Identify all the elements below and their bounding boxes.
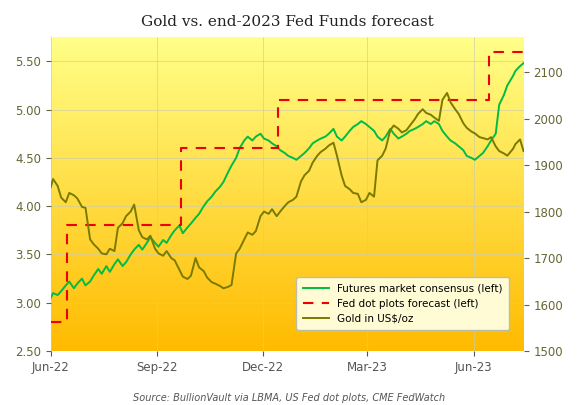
Text: Source: BullionVault via LBMA, US Fed dot plots, CME FedWatch: Source: BullionVault via LBMA, US Fed do… bbox=[133, 393, 445, 403]
Title: Gold vs. end-2023 Fed Funds forecast: Gold vs. end-2023 Fed Funds forecast bbox=[141, 15, 434, 29]
Legend: Futures market consensus (left), Fed dot plots forecast (left), Gold in US$/oz: Futures market consensus (left), Fed dot… bbox=[297, 277, 509, 330]
